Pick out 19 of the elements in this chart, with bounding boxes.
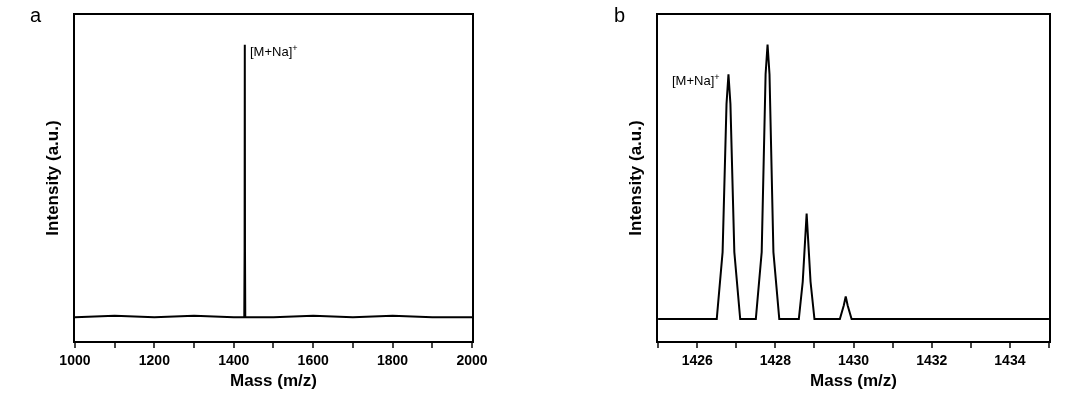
x-tick-label: 1000 [59,351,91,368]
x-tick-label: 1400 [218,351,250,368]
x-axis-title: Mass (m/z) [810,371,897,391]
x-tick-label: 1434 [994,351,1026,368]
x-tick-label: 1430 [837,351,870,368]
x-tick-label: 1600 [297,351,329,368]
y-axis-title: Intensity (a.u.) [43,120,63,236]
x-axis-title: Mass (m/z) [230,371,317,391]
annotation: [M+Na]$^{+}$ [250,43,298,60]
x-tick-label: 1200 [138,351,171,368]
x-tick-label: 1426 [681,351,713,368]
y-axis-title: Intensity (a.u.) [626,120,646,236]
x-tick-label: 1428 [759,351,792,368]
chart-title: a [30,4,42,26]
x-tick-label: 1800 [377,351,409,368]
chart-title: b [614,4,626,26]
x-tick-label: 2000 [456,351,488,368]
x-tick-label: 1432 [916,351,948,368]
annotation: [M+Na]$^{+}$ [672,72,720,89]
